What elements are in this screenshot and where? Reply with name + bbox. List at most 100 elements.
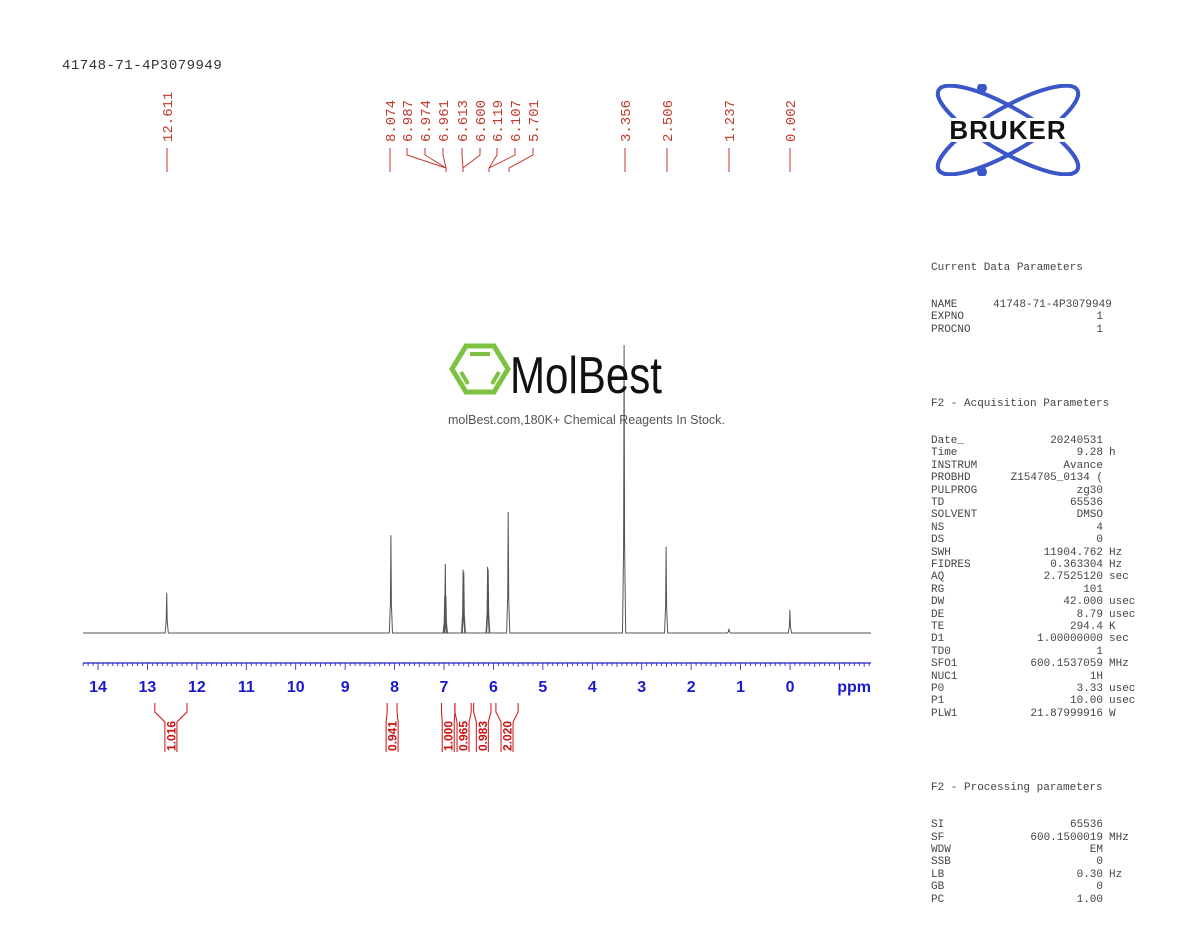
param-value: 9.28 bbox=[1076, 447, 1103, 460]
peak-label-leader bbox=[488, 148, 498, 172]
param-value: 600.1537059 bbox=[1030, 658, 1103, 671]
param-row-aq: AQ 2.7525120 sec bbox=[931, 571, 1135, 583]
param-unit bbox=[1103, 844, 1109, 856]
integral-bracket-left bbox=[385, 703, 388, 752]
peak-label: 2.506 bbox=[661, 100, 677, 142]
integral-bracket-right bbox=[487, 703, 492, 752]
param-unit: h bbox=[1109, 447, 1116, 460]
param-value: zg30 bbox=[1076, 484, 1103, 497]
x-tick-label: 1 bbox=[736, 679, 745, 696]
param-key: SWH bbox=[931, 546, 951, 559]
integral-bracket-left bbox=[495, 703, 502, 752]
param-unit bbox=[1103, 435, 1109, 447]
param-row-swh: SWH 11904.762 Hz bbox=[931, 547, 1135, 559]
section-title: F2 - Acquisition Parameters bbox=[931, 397, 1110, 410]
x-tick-label: 10 bbox=[287, 679, 305, 696]
param-unit bbox=[1103, 311, 1109, 323]
param-unit bbox=[1103, 819, 1109, 831]
param-row-de: DE 8.79 usec bbox=[931, 609, 1135, 621]
param-unit bbox=[1103, 881, 1109, 893]
param-key: INSTRUM bbox=[931, 459, 978, 472]
param-value: 0 bbox=[1096, 881, 1103, 894]
param-key: D1 bbox=[931, 633, 945, 646]
integral-bracket-right bbox=[396, 703, 399, 752]
param-key: SOLVENT bbox=[931, 509, 978, 522]
integral-value: 2.020 bbox=[501, 721, 515, 751]
param-row-expno: EXPNO 1 bbox=[931, 311, 1135, 323]
x-tick-label: 5 bbox=[538, 679, 547, 696]
param-unit: Hz bbox=[1109, 558, 1123, 571]
param-unit: Hz bbox=[1109, 546, 1123, 559]
integral-value: 0.965 bbox=[457, 721, 471, 751]
param-unit bbox=[1103, 509, 1109, 521]
param-unit bbox=[1103, 460, 1109, 472]
svg-text:BRUKER: BRUKER bbox=[949, 115, 1066, 145]
param-row-time: Time 9.28 h bbox=[931, 447, 1135, 459]
param-row-lb: LB 0.30 Hz bbox=[931, 869, 1135, 881]
bruker-logo: BRUKER bbox=[924, 84, 1092, 176]
x-tick-label: 2 bbox=[687, 679, 696, 696]
integral-value: 0.941 bbox=[386, 721, 400, 751]
current-data-parameters: Current Data Parameters NAME 41748-71-4P3… bbox=[931, 237, 1135, 336]
param-value: 1 bbox=[1096, 323, 1103, 336]
param-unit: usec bbox=[1109, 608, 1136, 621]
peak-label-leader bbox=[488, 148, 516, 172]
param-unit: usec bbox=[1109, 596, 1136, 609]
param-value: EM bbox=[1089, 843, 1103, 856]
peak-label: 6.107 bbox=[509, 100, 525, 142]
param-value: 1.00000000 bbox=[1036, 633, 1103, 646]
peak-label: 8.074 bbox=[384, 100, 400, 142]
param-row-sf: SF 600.1500019 MHz bbox=[931, 832, 1135, 844]
peak-label: 6.600 bbox=[474, 100, 490, 142]
param-value: 1 bbox=[1096, 645, 1103, 658]
param-key: SSB bbox=[931, 856, 951, 869]
param-row-solvent: SOLVENT DMSO bbox=[931, 509, 1135, 521]
integral-bracket-right bbox=[176, 703, 188, 752]
param-unit: sec bbox=[1109, 633, 1129, 646]
param-row-si: SI 65536 bbox=[931, 819, 1135, 831]
param-unit: MHz bbox=[1109, 831, 1129, 844]
param-value: DMSO bbox=[1076, 509, 1103, 522]
param-key: LB bbox=[931, 868, 945, 881]
sample-name-title: 41748-71-4P3079949 bbox=[62, 58, 223, 74]
param-unit bbox=[1103, 299, 1109, 311]
param-row-p0: P0 3.33 usec bbox=[931, 683, 1135, 695]
param-unit: MHz bbox=[1109, 658, 1129, 671]
acquisition-parameters-panel: Current Data Parameters NAME 41748-71-4P3… bbox=[931, 212, 1135, 930]
param-key: PROBHD bbox=[931, 472, 971, 485]
x-tick-label: 8 bbox=[390, 679, 399, 696]
x-tick-label: 7 bbox=[440, 679, 449, 696]
x-tick-label: 0 bbox=[786, 679, 795, 696]
param-value: 2.7525120 bbox=[1043, 571, 1103, 584]
param-unit bbox=[1103, 497, 1109, 509]
integral-bracket-right bbox=[512, 703, 519, 752]
acquisition-parameters: F2 - Acquisition Parameters Date_ 2024053… bbox=[931, 373, 1135, 720]
param-row-td0: TD0 1 bbox=[931, 646, 1135, 658]
param-unit: W bbox=[1109, 707, 1116, 720]
integral-value: 1.000 bbox=[442, 721, 456, 751]
param-key: SFO1 bbox=[931, 658, 958, 671]
x-tick-label: 6 bbox=[489, 679, 498, 696]
x-tick-label: 11 bbox=[238, 679, 255, 696]
param-row-te: TE 294.4 K bbox=[931, 621, 1135, 633]
param-key: PROCNO bbox=[931, 323, 971, 336]
param-row-td: TD 65536 bbox=[931, 497, 1135, 509]
param-value: 10.00 bbox=[1069, 695, 1103, 708]
param-value: Avance bbox=[1063, 459, 1103, 472]
param-row-date: Date_ 20240531 bbox=[931, 435, 1135, 447]
param-unit bbox=[1103, 584, 1109, 596]
param-unit: Hz bbox=[1109, 868, 1123, 881]
integral-bracket-left bbox=[454, 703, 458, 752]
param-key: DE bbox=[931, 608, 945, 621]
param-row-plw1: PLW1 21.87999916 W bbox=[931, 708, 1135, 720]
param-value: 1 bbox=[1096, 311, 1103, 324]
param-row-instrum: INSTRUM Avance bbox=[931, 460, 1135, 472]
section-title: F2 - Processing parameters bbox=[931, 781, 1103, 794]
x-tick-label: 14 bbox=[89, 679, 107, 696]
param-key: Date_ bbox=[931, 434, 965, 447]
spectrum-trace bbox=[83, 344, 871, 634]
param-value: 0 bbox=[1096, 534, 1103, 547]
param-value: 42.000 bbox=[1063, 596, 1103, 609]
peak-label: 6.961 bbox=[437, 100, 453, 142]
